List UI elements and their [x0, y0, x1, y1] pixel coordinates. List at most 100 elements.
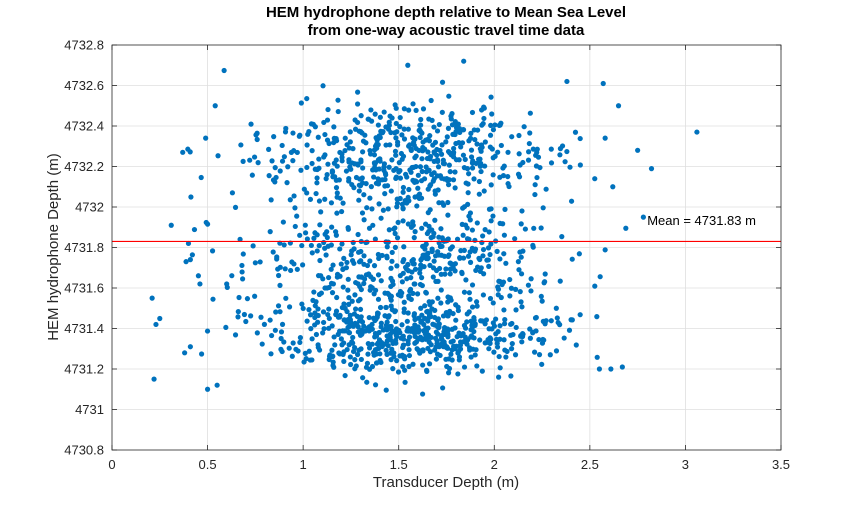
data-point — [325, 161, 331, 167]
data-point — [382, 191, 388, 197]
data-point — [292, 223, 298, 230]
data-point — [376, 255, 382, 262]
data-point — [521, 124, 527, 130]
data-point — [435, 164, 442, 170]
data-point — [204, 386, 211, 392]
data-point — [457, 129, 463, 135]
data-point — [471, 176, 477, 182]
data-point — [547, 352, 553, 358]
y-tick-label: 4731.4 — [64, 321, 104, 336]
data-point — [517, 289, 523, 295]
data-point — [487, 335, 493, 341]
data-point — [355, 89, 361, 95]
data-point — [341, 358, 347, 364]
data-point — [348, 361, 354, 368]
data-point — [457, 342, 464, 348]
data-point — [309, 148, 315, 154]
data-point — [333, 157, 339, 163]
data-point — [411, 179, 418, 185]
data-point — [358, 356, 364, 363]
data-point — [410, 101, 416, 107]
data-point — [525, 157, 532, 163]
data-point — [352, 366, 358, 372]
data-point — [203, 135, 209, 141]
data-point — [378, 128, 384, 134]
data-point — [437, 352, 443, 359]
data-point — [372, 165, 378, 171]
data-point — [232, 204, 239, 210]
data-point — [334, 163, 340, 169]
data-point — [367, 258, 373, 264]
data-point — [325, 274, 332, 281]
data-point — [530, 244, 536, 250]
data-point — [405, 194, 411, 201]
x-tick-label: 2 — [491, 457, 498, 472]
data-point — [414, 203, 420, 209]
data-point — [496, 122, 502, 128]
data-point — [401, 136, 408, 142]
data-point — [487, 295, 494, 302]
data-point — [408, 275, 414, 281]
data-point — [340, 200, 346, 206]
data-point — [491, 323, 498, 329]
data-point — [426, 361, 433, 367]
data-point — [541, 337, 547, 343]
data-point — [388, 297, 394, 303]
data-point — [423, 221, 429, 227]
data-point — [400, 205, 406, 211]
data-point — [423, 332, 429, 338]
data-point — [385, 314, 391, 320]
data-point — [478, 160, 484, 167]
data-point — [445, 199, 451, 206]
data-point — [372, 236, 378, 242]
data-point — [543, 186, 549, 192]
data-point — [285, 164, 291, 170]
data-point — [425, 256, 431, 262]
x-tick-label: 0 — [108, 457, 115, 472]
data-point — [512, 236, 518, 242]
data-point — [434, 152, 440, 158]
data-point — [480, 233, 486, 239]
data-point — [400, 344, 406, 351]
data-point — [378, 215, 384, 221]
data-point — [376, 337, 383, 343]
data-point — [395, 369, 402, 375]
data-point — [488, 241, 494, 247]
data-point — [508, 373, 514, 379]
data-point — [237, 236, 243, 242]
data-point — [446, 370, 452, 376]
data-point — [401, 126, 407, 132]
data-point — [394, 235, 401, 241]
data-point — [422, 246, 428, 252]
data-point — [272, 165, 278, 171]
data-point — [519, 339, 525, 345]
data-point — [338, 336, 344, 342]
data-point — [548, 146, 554, 152]
data-point — [350, 146, 356, 152]
data-point — [247, 157, 253, 163]
data-point — [325, 106, 331, 113]
data-point — [400, 153, 407, 159]
data-point — [516, 132, 522, 139]
data-point — [424, 251, 431, 257]
data-point — [388, 265, 394, 271]
data-point — [291, 261, 297, 267]
data-point — [395, 219, 401, 226]
data-point — [450, 338, 456, 344]
data-point — [559, 143, 566, 149]
data-point — [495, 149, 501, 155]
data-point — [602, 247, 608, 253]
data-point — [337, 351, 343, 357]
data-point — [531, 349, 538, 355]
data-point — [339, 151, 345, 157]
data-point — [444, 237, 450, 243]
data-point — [386, 164, 392, 170]
y-tick-label: 4732.4 — [64, 119, 104, 134]
data-point — [443, 356, 449, 362]
data-point — [534, 174, 540, 181]
data-point — [358, 346, 364, 352]
data-point — [460, 127, 467, 133]
data-point — [475, 127, 481, 133]
data-point — [394, 358, 400, 364]
data-point — [397, 353, 403, 359]
